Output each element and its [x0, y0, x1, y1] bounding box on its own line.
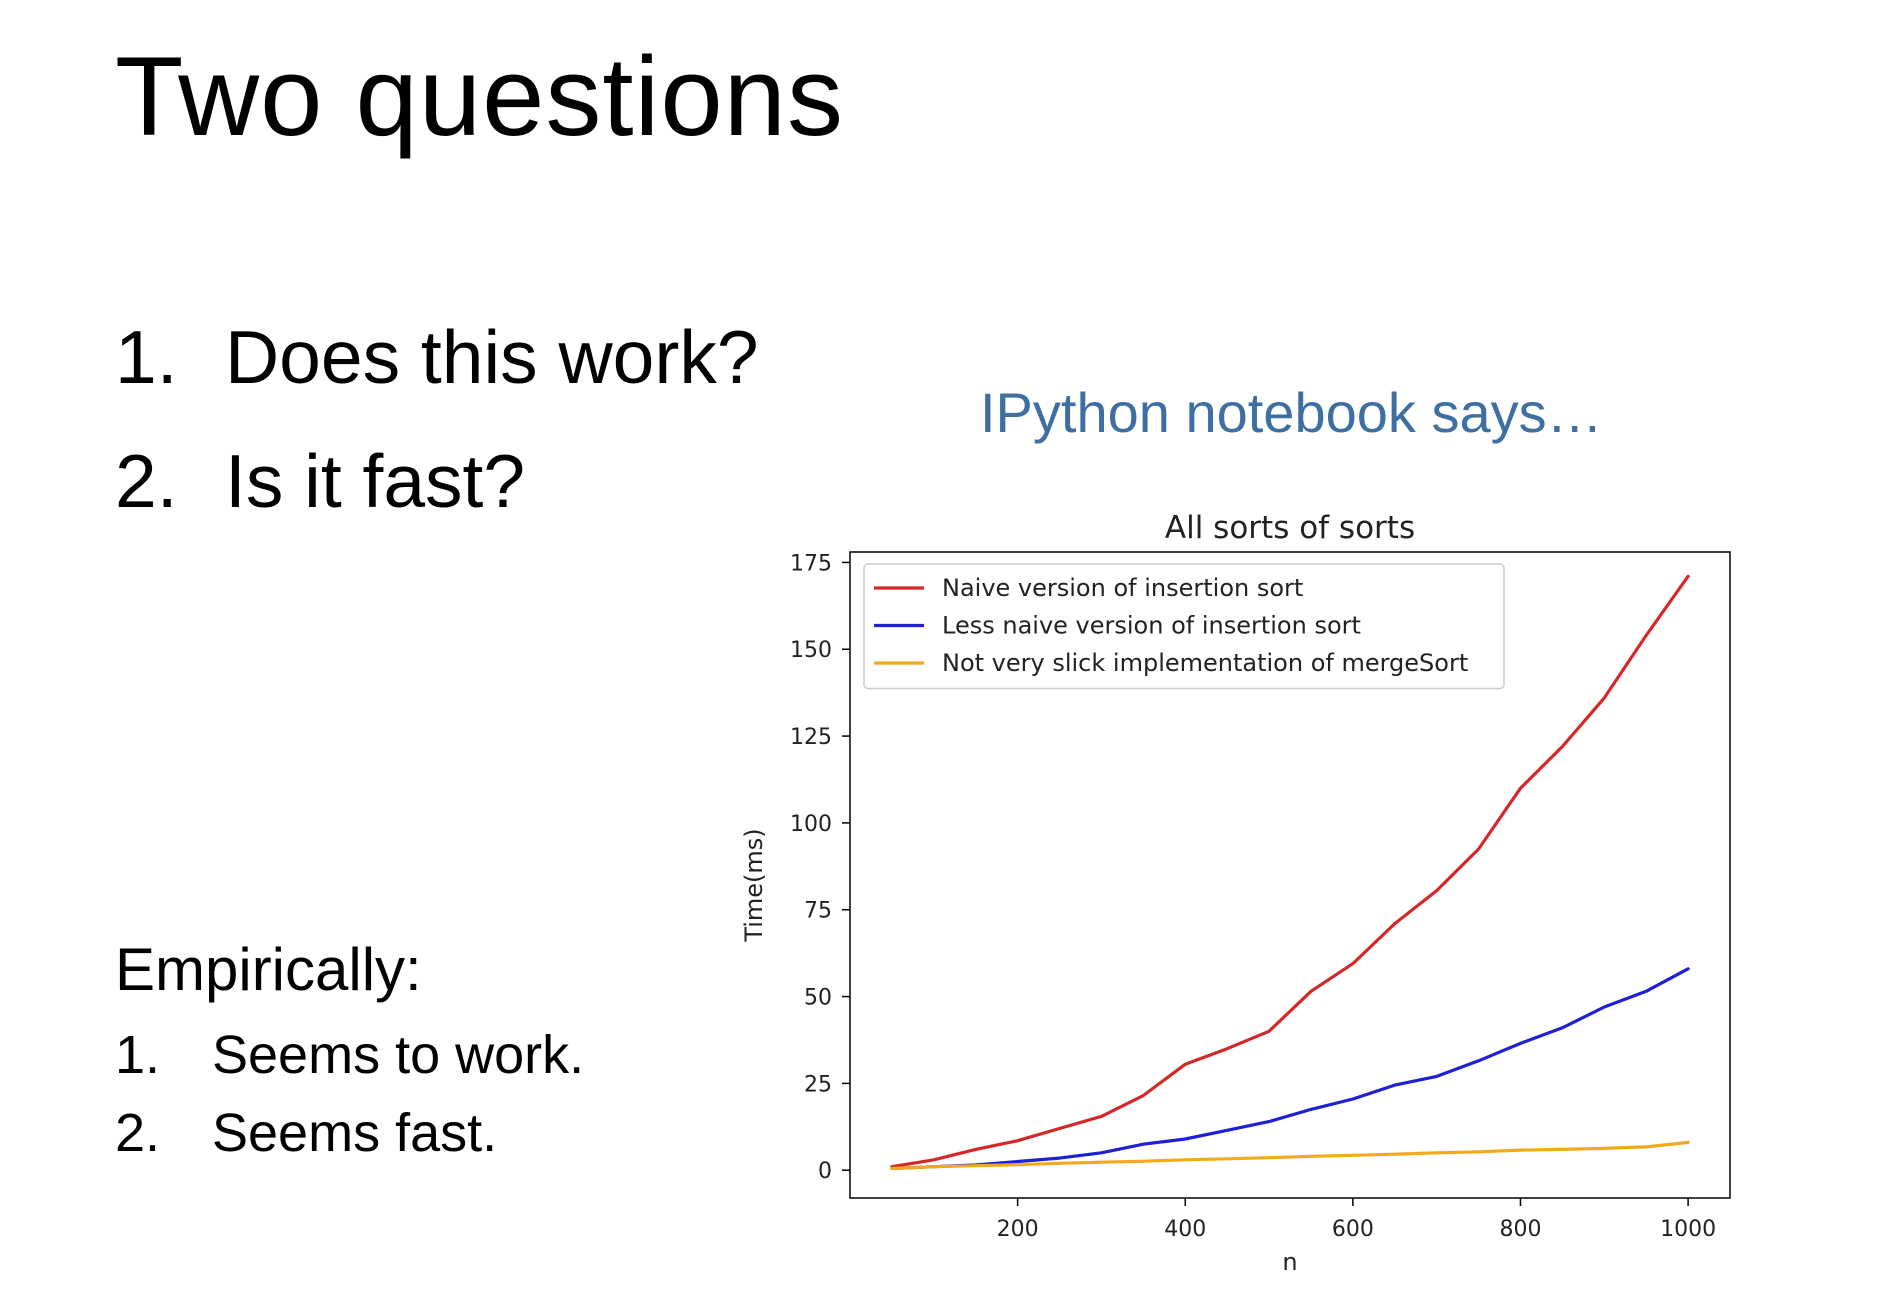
legend-label: Naive version of insertion sort	[942, 574, 1303, 602]
x-tick-label: 800	[1499, 1217, 1541, 1242]
empirical-list: 1. Seems to work. 2. Seems fast.	[115, 1016, 584, 1172]
series-line	[890, 967, 1690, 1171]
empirical-text: Seems fast.	[212, 1103, 498, 1163]
legend-box	[863, 563, 1505, 690]
question-item: 2. Is it fast?	[115, 419, 759, 543]
x-tick-label: 200	[997, 1217, 1039, 1242]
y-tick-label: 175	[790, 551, 832, 576]
y-tick-label: 125	[790, 725, 832, 750]
plot-frame	[849, 551, 1731, 1199]
empirical-item: 2. Seems fast.	[115, 1094, 584, 1172]
legend-label: Not very slick implementation of mergeSo…	[942, 649, 1468, 677]
empirical-number: 2.	[115, 1103, 161, 1163]
empirical-item: 1. Seems to work.	[115, 1016, 584, 1094]
empirical-number: 1.	[115, 1025, 161, 1085]
empirical-heading: Empirically:	[115, 936, 422, 1003]
question-number: 1.	[115, 315, 178, 399]
legend-label: Less naive version of insertion sort	[942, 612, 1361, 640]
line-chart: All sorts of sorts n Time(ms) 200 400 600 8…	[740, 510, 1731, 1276]
x-tick-label: 600	[1332, 1217, 1374, 1242]
series-line	[890, 574, 1690, 1169]
y-tick-label: 75	[804, 899, 832, 924]
x-tick-label: 1000	[1660, 1217, 1716, 1242]
slide-title: Two questions	[115, 34, 844, 159]
question-text: Does this work?	[225, 315, 759, 399]
x-axis-label: n	[1282, 1248, 1297, 1276]
y-tick-label: 0	[818, 1159, 832, 1184]
y-tick-label: 25	[804, 1072, 832, 1097]
chart-caption: IPython notebook says…	[980, 381, 1603, 444]
empirical-text: Seems to work.	[212, 1025, 585, 1085]
y-tick-label: 50	[804, 986, 832, 1011]
y-tick-label: 100	[790, 812, 832, 837]
series-line	[890, 1140, 1690, 1171]
question-item: 1. Does this work?	[115, 295, 759, 419]
questions-list: 1. Does this work? 2. Is it fast?	[115, 295, 759, 543]
empirical-section: Empirically: 1. Seems to work. 2. Seems …	[115, 930, 584, 1172]
chart-title: All sorts of sorts	[1165, 510, 1415, 546]
x-tick-label: 400	[1164, 1217, 1206, 1242]
question-text: Is it fast?	[225, 439, 526, 523]
y-tick-label: 150	[790, 638, 832, 663]
question-number: 2.	[115, 439, 178, 523]
y-axis-label: Time(ms)	[740, 828, 768, 942]
